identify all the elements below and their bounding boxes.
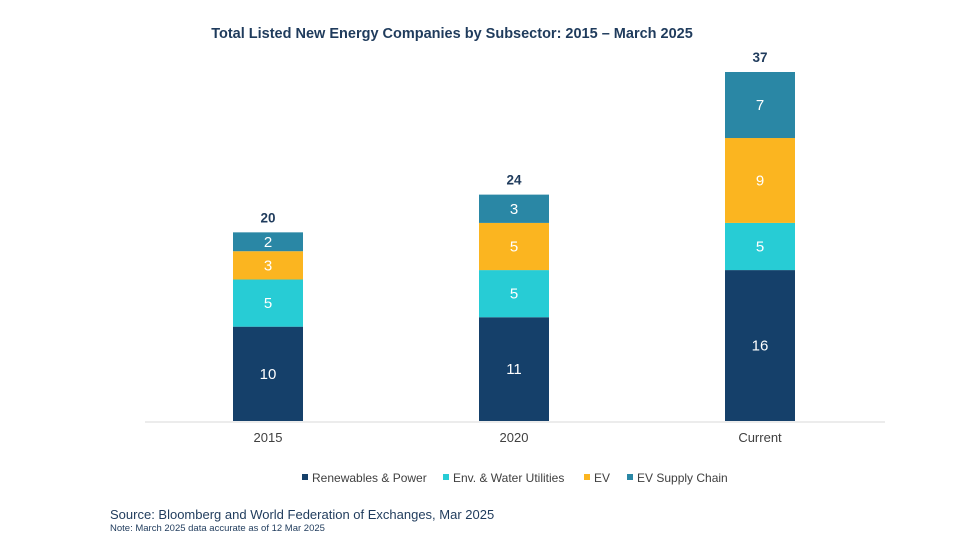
x-tick-label: 2015	[254, 430, 283, 445]
source-text: Source: Bloomberg and World Federation o…	[110, 507, 495, 522]
bar-segment-2015-1	[233, 279, 303, 327]
legend: Renewables & Power Env. & Water Utilities…	[302, 471, 728, 485]
bar-segment-current-2	[725, 138, 795, 223]
bar-segment-2015-3	[233, 232, 303, 252]
total-label: 24	[506, 173, 522, 188]
data-label: 5	[510, 286, 518, 303]
data-label: 5	[510, 239, 518, 256]
legend-swatch	[302, 474, 308, 480]
bar-segment-2015-0	[233, 326, 303, 421]
bar-segment-current-0	[725, 270, 795, 421]
legend-swatch	[584, 474, 590, 480]
note-text: Note: March 2025 data accurate as of 12 …	[110, 523, 325, 534]
data-label: 7	[756, 97, 764, 114]
data-label: 11	[506, 361, 522, 378]
chart-title: Total Listed New Energy Companies by Sub…	[211, 26, 693, 42]
data-label: 3	[264, 257, 272, 274]
data-label: 10	[260, 366, 277, 383]
bar-segment-2020-2	[479, 222, 549, 271]
legend-label: Renewables & Power	[312, 471, 427, 485]
data-label: 16	[752, 338, 769, 355]
bar-segment-current-3	[725, 72, 795, 139]
bar-segment-current-1	[725, 222, 795, 271]
legend-swatch	[443, 474, 449, 480]
data-label: 5	[264, 295, 272, 312]
total-label: 20	[260, 210, 275, 225]
legend-label: EV Supply Chain	[637, 471, 728, 485]
x-tick-label: 2020	[500, 430, 529, 445]
data-label: 2	[264, 234, 272, 251]
data-label: 9	[756, 172, 764, 189]
bar-segment-2015-2	[233, 251, 303, 280]
bar-segment-2020-0	[479, 317, 549, 421]
data-label: 5	[756, 239, 764, 256]
x-tick-label: Current	[738, 430, 782, 445]
data-label: 3	[510, 201, 518, 218]
bar-segment-2020-3	[479, 194, 549, 223]
legend-swatch	[627, 474, 633, 480]
bar-segment-2020-1	[479, 270, 549, 318]
legend-label: EV	[594, 471, 610, 485]
bars-group: 10 5 3 2 20 2015 11 5 5 3 24 2020 16 5 9 7 37 Current	[233, 50, 795, 445]
total-label: 37	[752, 50, 767, 65]
legend-label: Env. & Water Utilities	[453, 471, 564, 485]
